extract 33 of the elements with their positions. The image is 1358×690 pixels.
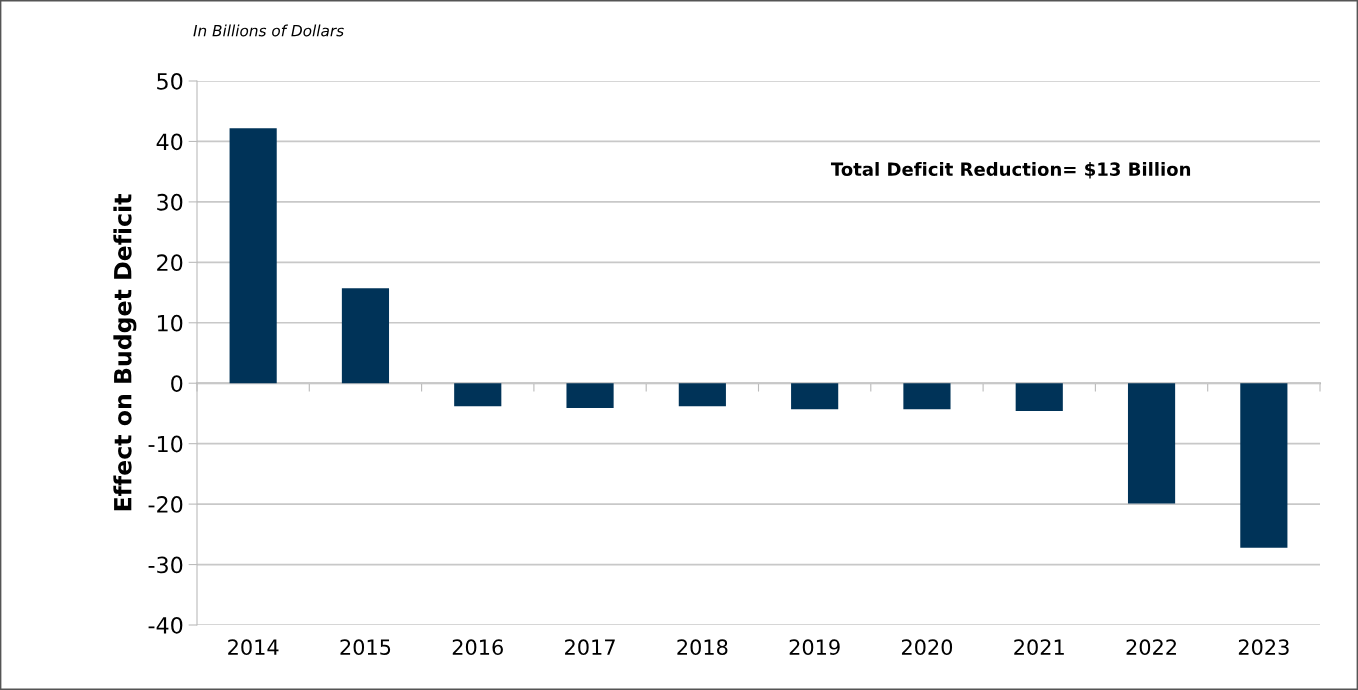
- x-tick-label: 2019: [789, 639, 840, 656]
- y-tick-label: 40: [156, 133, 183, 151]
- y-tick-label: 10: [157, 314, 183, 332]
- y-tick-label: -30: [148, 556, 183, 574]
- y-tick-label: -10: [148, 435, 183, 453]
- bar: [1015, 383, 1063, 412]
- bar: [791, 383, 839, 410]
- x-tick-label: 2020: [901, 639, 953, 656]
- bar: [454, 383, 502, 407]
- bar: [1127, 383, 1176, 504]
- x-tick-label: 2017: [565, 639, 615, 656]
- annotation: Total Deficit Reduction= $13 Billion: [830, 162, 1191, 179]
- x-tick-label: 2021: [1014, 639, 1064, 656]
- bar: [903, 383, 951, 410]
- y-tick-label: -20: [148, 496, 183, 513]
- x-tick-label: 2023: [1238, 639, 1289, 656]
- y-axis-title: Effect on Budget Deficit: [113, 194, 137, 511]
- bar: [678, 383, 726, 407]
- x-tick-label: 2015: [340, 639, 391, 656]
- x-tick-label: 2016: [452, 639, 503, 656]
- y-tick-label: -40: [148, 616, 183, 634]
- y-tick-label: 0: [171, 375, 183, 392]
- chart-title: In Billions of Dollars: [193, 24, 344, 37]
- x-tick-label: 2022: [1126, 639, 1176, 656]
- x-tick-label: 2014: [228, 639, 279, 656]
- y-tick-label: 20: [157, 254, 183, 272]
- bar: [566, 383, 614, 408]
- bar: [341, 288, 390, 384]
- y-tick-label: 30: [157, 193, 183, 211]
- x-tick-label: 2018: [677, 639, 728, 656]
- bar: [229, 128, 277, 384]
- y-tick-label: 50: [157, 72, 183, 90]
- bar: [1240, 383, 1288, 548]
